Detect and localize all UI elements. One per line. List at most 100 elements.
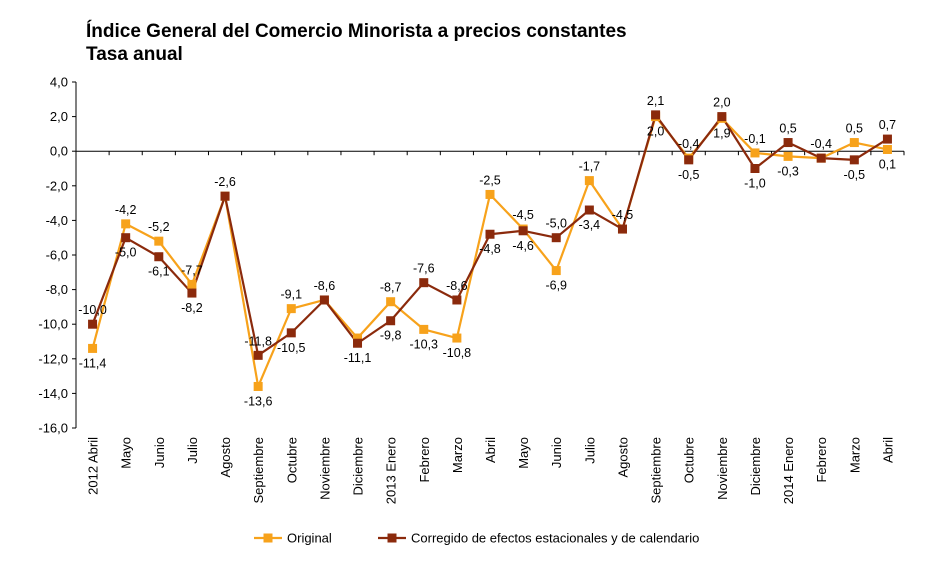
x-tick-label: Agosto [218, 437, 233, 477]
data-point-original [286, 304, 296, 314]
data-label-original: -5,2 [148, 220, 170, 234]
data-label-original: -2,5 [479, 173, 501, 187]
x-tick-label: Abril [483, 437, 498, 463]
y-tick-label: -14,0 [38, 386, 68, 401]
data-label-corregido: 2,0 [713, 96, 730, 110]
x-tick-label: Mayo [119, 437, 134, 469]
data-label-corregido: -3,4 [579, 218, 601, 232]
data-label-corregido: -5,0 [545, 217, 567, 231]
x-tick-label: Febrero [417, 437, 432, 483]
y-tick-label: -8,0 [46, 282, 68, 297]
data-label-corregido: -10,0 [78, 303, 107, 317]
data-label-original: -0,3 [777, 164, 799, 178]
data-point-corregido [154, 252, 164, 262]
data-point-original [386, 297, 396, 307]
data-label-layer: -11,4 -4,2 -5,2 -7,7 -13,6 -9,1 -8,7 -10,3 -10,8… [78, 94, 896, 409]
data-point-corregido [717, 112, 727, 122]
y-tick-label: -4,0 [46, 213, 68, 228]
y-tick-label: 2,0 [50, 109, 68, 124]
x-tick-label: Julio [582, 437, 597, 464]
data-point-corregido [849, 155, 859, 165]
y-tick-label: 4,0 [50, 75, 68, 90]
x-tick-label: 2012 Abril [86, 437, 101, 495]
data-label-original: -6,9 [545, 279, 567, 293]
x-tick-label: Junio [152, 437, 167, 468]
data-point-corregido [253, 350, 263, 360]
x-axis: 2012 Abril Mayo Junio Julio Agosto Septiembre… [75, 150, 905, 504]
data-point-corregido [882, 134, 892, 144]
data-label-corregido: -11,8 [244, 334, 272, 348]
data-label-original: 1,9 [713, 126, 730, 140]
data-label-corregido: -0,4 [810, 137, 832, 151]
legend-item-original: Original [254, 531, 332, 546]
y-tick-label: -10,0 [38, 317, 68, 332]
data-label-original: -4,2 [115, 203, 137, 217]
data-label-corregido: -8,6 [314, 279, 336, 293]
x-tick-label: Noviembre [317, 437, 332, 500]
data-label-original: -10,3 [410, 337, 439, 351]
data-point-original [353, 333, 363, 343]
data-label-corregido: -6,1 [148, 265, 170, 279]
data-point-corregido [187, 288, 197, 298]
legend-item-corregido: Corregido de efectos estacionales y de c… [378, 531, 699, 546]
data-point-corregido [220, 191, 230, 201]
data-label-original: -10,8 [443, 346, 472, 360]
data-label-corregido: 0,5 [779, 122, 796, 136]
data-point-corregido [750, 164, 760, 173]
data-label-corregido: -7,6 [413, 262, 435, 276]
data-point-original [121, 219, 131, 229]
x-tick-label: Abril [880, 437, 895, 463]
data-point-original [584, 176, 594, 186]
data-point-original [253, 381, 263, 391]
data-point-original [849, 138, 859, 148]
x-tick-label: Diciembre [351, 437, 366, 496]
data-point-original [750, 148, 760, 158]
data-point-corregido [353, 338, 363, 348]
data-point-corregido [88, 319, 98, 329]
data-point-original [882, 144, 892, 154]
data-point-original [187, 279, 197, 289]
data-point-corregido [551, 233, 561, 243]
data-point-corregido [121, 233, 131, 243]
data-label-corregido: -1,0 [744, 177, 766, 191]
x-tick-label: Julio [185, 437, 200, 464]
data-point-corregido [286, 328, 296, 338]
y-tick-label: -6,0 [46, 248, 68, 263]
data-point-corregido [651, 110, 661, 120]
data-point-corregido [386, 316, 396, 326]
chart-subtitle: Tasa anual [86, 44, 183, 65]
data-point-corregido [452, 295, 462, 305]
data-label-corregido: -11,1 [344, 351, 372, 365]
y-axis: 4,0 2,0 0,0 -2,0 -4,0 -6,0 -8,0 -10,0 -12,0 -14,0… [38, 75, 77, 436]
data-label-original: -4,5 [512, 208, 534, 222]
legend-label: Corregido de efectos estacionales y de c… [411, 531, 699, 546]
x-tick-label: Agosto [615, 437, 630, 477]
x-tick-label: 2013 Enero [384, 437, 399, 504]
data-label-corregido: -4,5 [612, 208, 634, 222]
data-point-corregido [584, 205, 594, 215]
data-point-original [452, 333, 462, 343]
data-point-corregido [419, 278, 429, 288]
chart-title-block: Índice General del Comercio Minorista a … [86, 20, 627, 66]
data-point-corregido [684, 155, 694, 165]
data-label-corregido: -4,6 [512, 239, 534, 253]
x-tick-label: Octubre [284, 437, 299, 483]
data-label-corregido: -8,6 [446, 279, 468, 293]
x-tick-label: Junio [549, 437, 564, 468]
data-point-corregido [319, 295, 329, 305]
x-tick-label: Septiembre [251, 437, 266, 503]
y-tick-label: -2,0 [46, 178, 68, 193]
legend: Original Corregido de efectos estacionale… [254, 531, 699, 546]
data-point-original [485, 189, 495, 199]
data-point-corregido [485, 229, 495, 239]
x-tick-label: Noviembre [715, 437, 730, 500]
data-label-original: -11,4 [79, 356, 107, 370]
data-label-corregido: -0,5 [678, 168, 700, 182]
data-label-original: -0,4 [678, 137, 700, 151]
data-label-original: -13,6 [244, 394, 273, 408]
legend-marker [387, 533, 397, 543]
data-point-original [783, 151, 793, 161]
chart-title: Índice General del Comercio Minorista a … [86, 21, 627, 42]
data-label-corregido: -2,6 [214, 175, 236, 189]
